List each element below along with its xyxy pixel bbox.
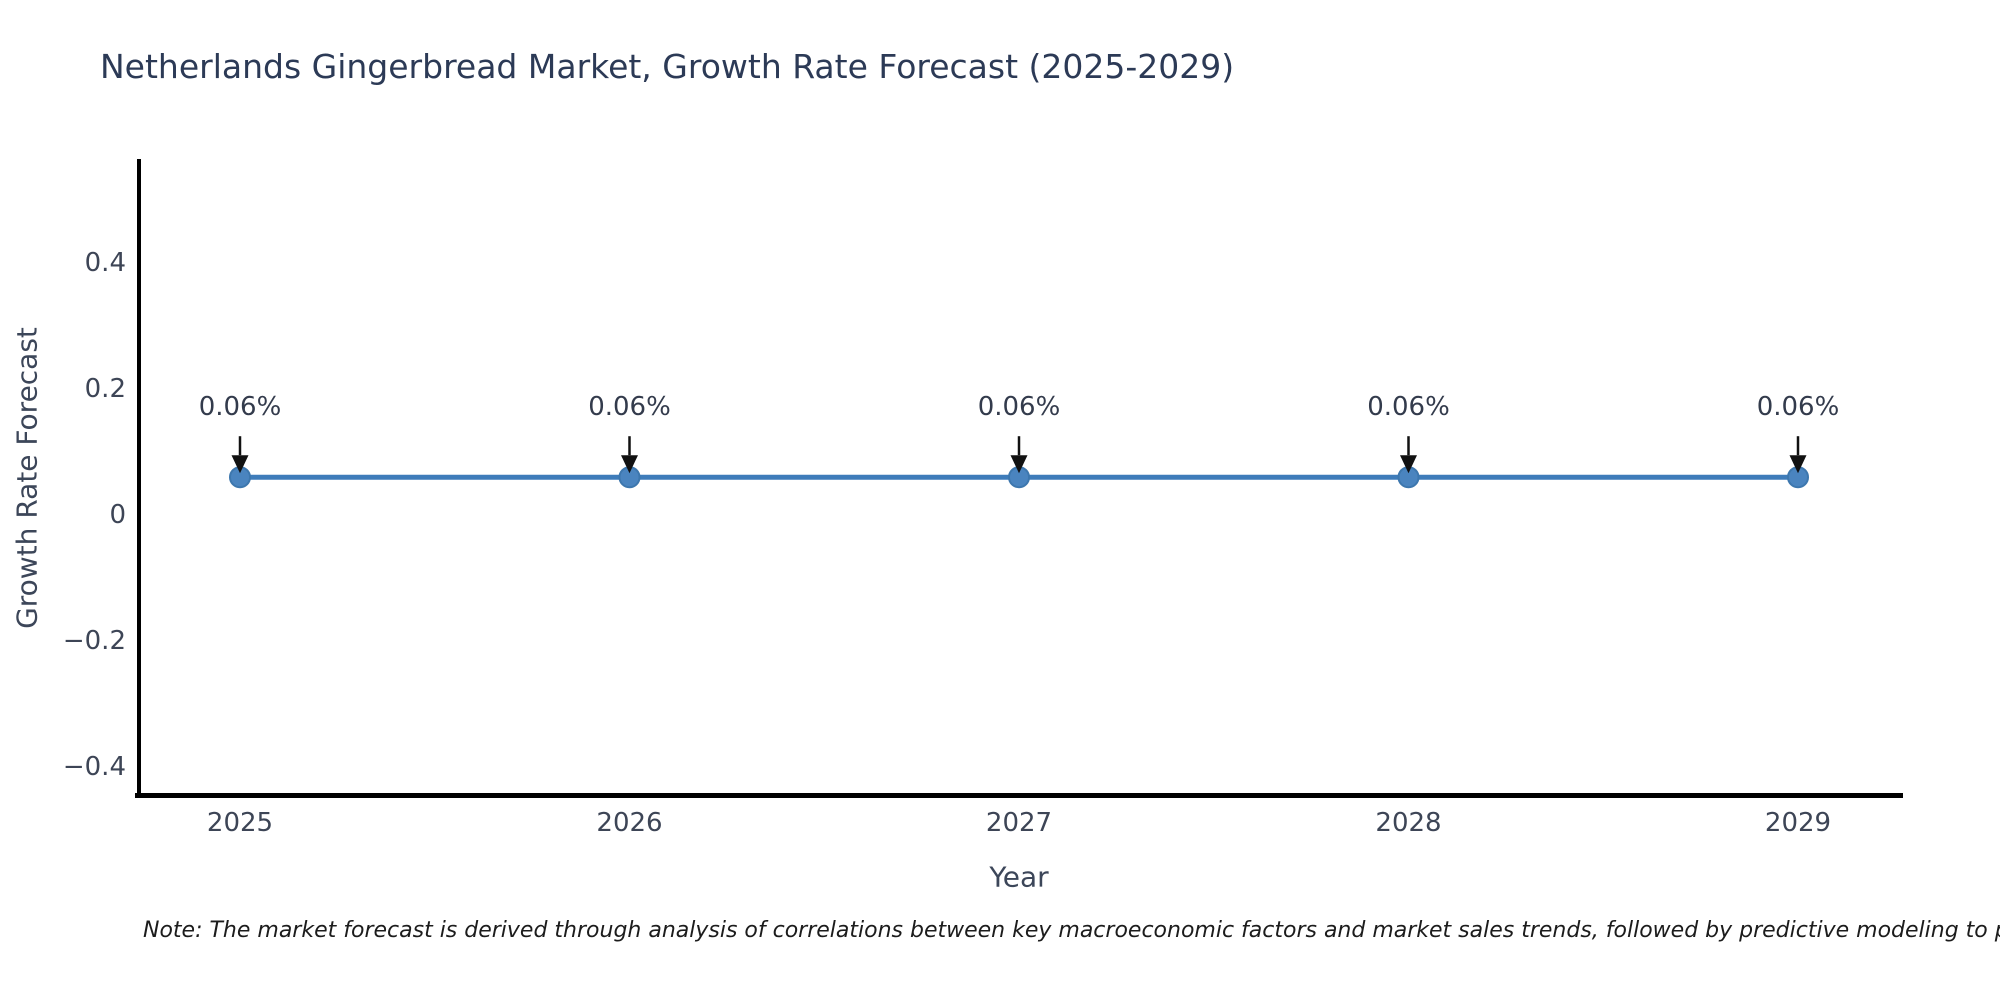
y-tick-label: 0.2 [84, 374, 126, 404]
footnote: Note: The market forecast is derived thr… [143, 918, 2000, 943]
annotation-arrow-head [1789, 455, 1807, 474]
y-axis-spine [137, 159, 141, 798]
y-tick-label: −0.2 [62, 626, 126, 656]
point-value-label: 0.06% [1367, 392, 1450, 423]
x-tick-label: 2027 [985, 808, 1053, 838]
y-tick-label: −0.4 [62, 752, 126, 782]
annotation-arrow-head [1010, 455, 1028, 474]
x-tick-label: 2025 [206, 808, 274, 838]
chart-title: Netherlands Gingerbread Market, Growth R… [100, 47, 1235, 86]
x-axis-label: Year [989, 860, 1049, 894]
y-tick-label: 0 [109, 500, 126, 530]
x-axis-spine [135, 793, 1903, 798]
point-value-label: 0.06% [977, 392, 1061, 423]
x-tick-label: 2028 [1375, 808, 1442, 838]
point-value-label: 0.06% [588, 392, 671, 423]
annotation-arrow-head [1400, 455, 1417, 474]
annotation-arrow-head [231, 455, 249, 474]
x-tick-label: 2029 [1764, 808, 1832, 838]
y-tick-label: 0.4 [84, 248, 126, 278]
point-value-label: 0.06% [1756, 392, 1840, 423]
point-value-label: 0.06% [198, 392, 282, 423]
annotation-arrow-head [621, 455, 638, 474]
x-tick-label: 2026 [596, 808, 663, 838]
